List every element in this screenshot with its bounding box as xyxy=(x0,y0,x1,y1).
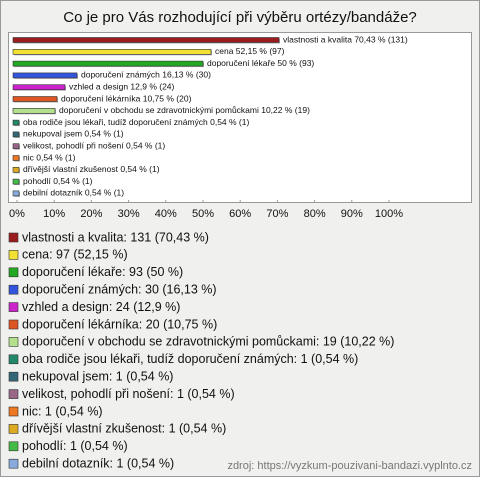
legend-swatch xyxy=(8,337,19,347)
legend-label: nic: 1 (0,54 %) xyxy=(22,404,103,418)
bar xyxy=(12,72,78,79)
x-tick-label: 30% xyxy=(118,208,140,220)
bar xyxy=(12,178,20,185)
bar-label: doporučení lékárníka 10,75 % (20) xyxy=(61,93,192,103)
legend-swatch xyxy=(8,354,19,365)
bar-label: doporučení známých 16,13 % (30) xyxy=(81,70,211,80)
legend-label: vlastnosti a kvalita: 131 (70,43 %) xyxy=(22,230,209,244)
legend-label: doporučení v obchodu se zdravotnickými p… xyxy=(22,335,394,349)
bar-label: velikost, pohodlí při nošení 0,54 % (1) xyxy=(23,140,165,150)
legend-label: oba rodiče jsou lékaři, tudíž doporučení… xyxy=(22,352,358,366)
bar-label: vlastnosti a kvalita 70,43 % (131) xyxy=(283,34,408,44)
bar-label: doporučení lékaře 50 % (93) xyxy=(207,58,314,68)
legend-label: doporučení známých: 30 (16,13 %) xyxy=(22,282,217,296)
bar-label: debilní dotazník 0,54 % (1) xyxy=(23,188,124,198)
legend-swatch xyxy=(8,458,19,469)
bar xyxy=(12,37,280,43)
legend-swatch xyxy=(8,232,19,243)
x-tick-label: 40% xyxy=(155,208,177,220)
legend-label: doporučení lékárníka: 20 (10,75 %) xyxy=(22,317,217,331)
bar-label: cena 52,15 % (97) xyxy=(215,46,285,56)
bar xyxy=(12,108,56,114)
bar xyxy=(12,84,66,90)
bar xyxy=(12,60,204,67)
x-tick-label: 60% xyxy=(229,208,251,220)
bar-label: nic 0,54 % (1) xyxy=(23,152,76,162)
bar-label: oba rodiče jsou lékaři, tudíž doporučení… xyxy=(23,117,249,127)
legend-swatch xyxy=(8,389,19,399)
legend-label: nekupoval jsem: 1 (0,54 %) xyxy=(22,369,173,383)
bar xyxy=(12,190,20,197)
bar xyxy=(12,131,20,138)
legend-label: dřívější vlastní zkušenost: 1 (0,54 %) xyxy=(22,422,226,436)
bar-label: doporučení v obchodu se zdravotnickými p… xyxy=(59,105,310,115)
legend-swatch xyxy=(8,319,19,330)
legend-label: velikost, pohodlí při nošení: 1 (0,54 %) xyxy=(22,387,235,401)
bar xyxy=(12,96,58,102)
x-tick-label: 0% xyxy=(9,208,25,220)
legend-swatch xyxy=(8,250,19,260)
x-tick-label: 50% xyxy=(192,208,214,220)
legend-swatch xyxy=(8,406,19,417)
legend-swatch xyxy=(8,267,19,278)
legend-swatch xyxy=(8,284,19,295)
x-tick-label: 70% xyxy=(266,208,288,220)
legend-label: vzhled a design: 24 (12,9 %) xyxy=(22,300,180,314)
bar xyxy=(12,167,20,173)
x-tick-label: 20% xyxy=(80,208,102,220)
bar-label: nekupoval jsem 0,54 % (1) xyxy=(23,129,124,139)
bar-label: vzhled a design 12,9 % (24) xyxy=(69,81,175,91)
chart-title: Co je pro Vás rozhodující při výběru ort… xyxy=(63,9,417,26)
legend-label: debilní dotazník: 1 (0,54 %) xyxy=(22,456,174,470)
legend-swatch xyxy=(8,371,19,382)
bar xyxy=(12,48,212,55)
bar xyxy=(12,143,20,149)
legend-swatch xyxy=(8,424,19,434)
x-tick-label: 10% xyxy=(43,208,65,220)
legend-label: pohodlí: 1 (0,54 %) xyxy=(22,439,128,453)
bar xyxy=(12,119,20,126)
x-tick-label: 80% xyxy=(304,208,326,220)
legend-label: cena: 97 (52,15 %) xyxy=(22,248,128,262)
legend-swatch xyxy=(8,302,19,312)
legend-label: doporučení lékaře: 93 (50 %) xyxy=(22,265,183,279)
bar-label: pohodlí 0,54 % (1) xyxy=(23,176,93,186)
source: zdroj: https://vyzkum-pouzivani-bandazi.… xyxy=(227,460,472,472)
bar-label: dřívější vlastní zkušenost 0,54 % (1) xyxy=(23,164,160,174)
x-tick-label: 90% xyxy=(341,208,363,220)
x-tick-label: 100% xyxy=(375,208,403,220)
bar xyxy=(12,155,20,161)
legend-swatch xyxy=(8,441,19,452)
